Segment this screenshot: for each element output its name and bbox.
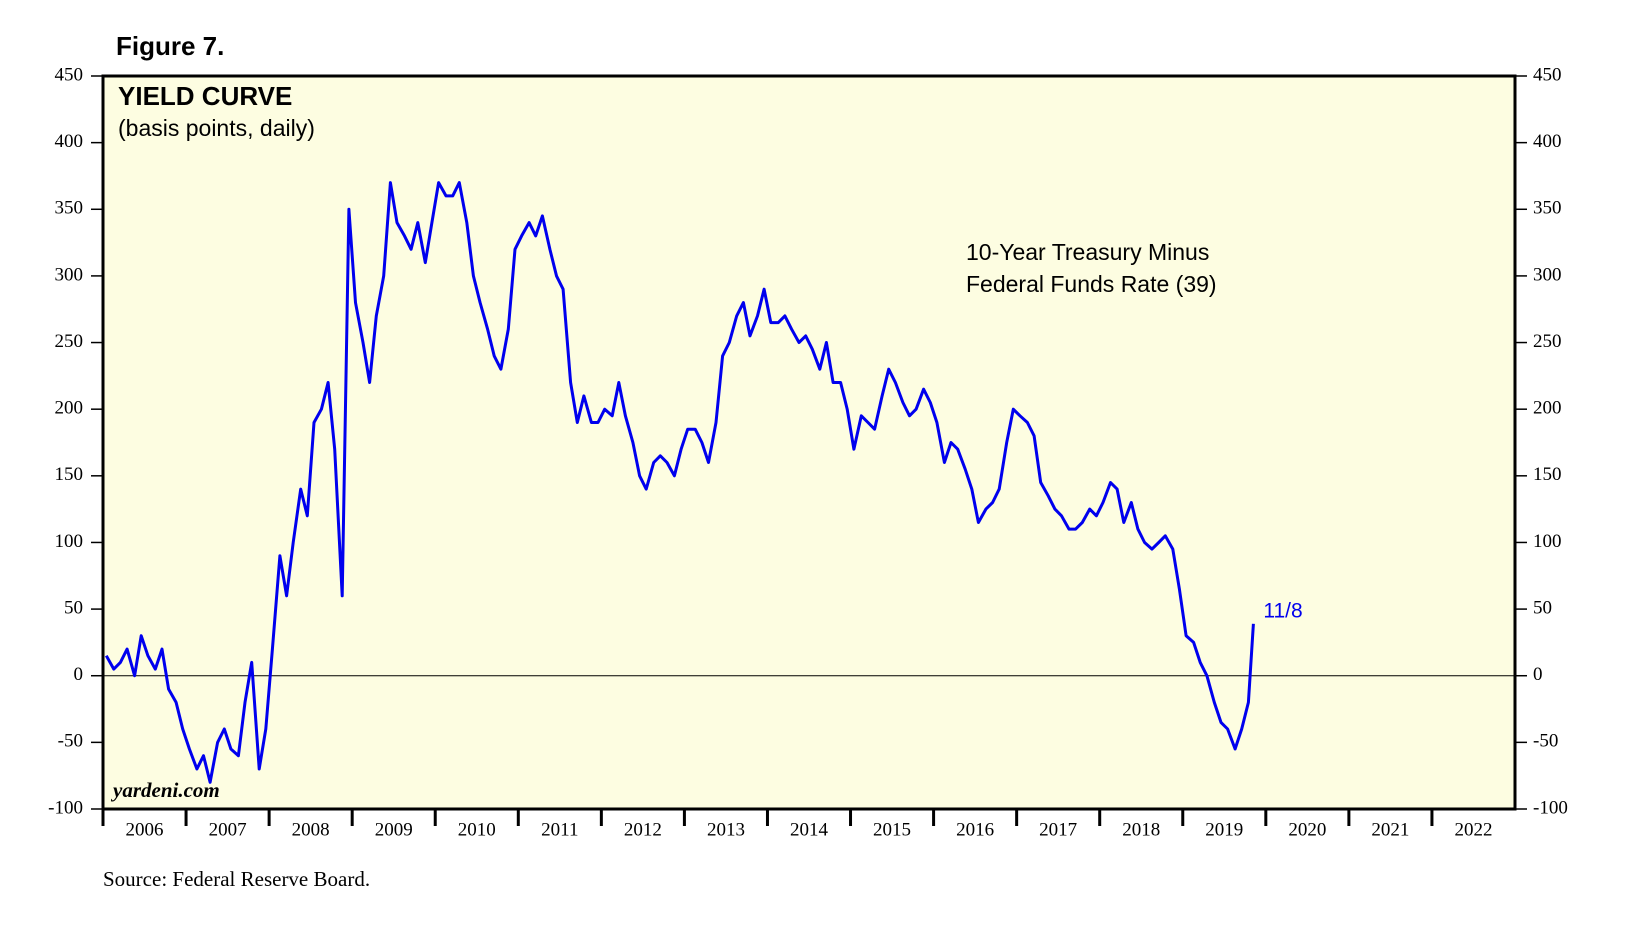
x-tick-label: 2013 [707, 819, 745, 840]
series-line [104, 181, 1255, 784]
y-tick-label: 200 [55, 398, 84, 419]
x-tick-label: 2007 [209, 819, 247, 840]
x-tick-label: 2012 [624, 819, 662, 840]
annotation: Federal Funds Rate (39) [966, 271, 1217, 297]
y-tick-label: 350 [55, 198, 84, 219]
x-tick-label: 2018 [1122, 819, 1160, 840]
y-tick-label: -100 [48, 797, 83, 818]
plot-background [103, 76, 1515, 809]
y2-tick-label: 350 [1533, 198, 1562, 219]
y2-tick-label: 450 [1533, 64, 1562, 85]
y-tick-label: 400 [55, 131, 84, 152]
y2-tick-label: 0 [1533, 664, 1543, 685]
y2-tick-label: -50 [1533, 731, 1558, 752]
y-tick-label: 300 [55, 264, 84, 285]
y-tick-label: 0 [74, 664, 84, 685]
chart-title: YIELD CURVE [118, 81, 292, 111]
x-tick-label: 2019 [1205, 819, 1243, 840]
y2-tick-label: 200 [1533, 398, 1562, 419]
y2-tick-label: -100 [1533, 797, 1568, 818]
y-tick-label: 150 [55, 464, 84, 485]
x-tick-label: 2017 [1039, 819, 1077, 840]
y2-tick-label: 250 [1533, 331, 1562, 352]
y-tick-label: 450 [55, 64, 84, 85]
plot-frame [101, 74, 1517, 811]
y2-tick-label: 300 [1533, 264, 1562, 285]
x-tick-label: 2020 [1288, 819, 1326, 840]
annotation: 10-Year Treasury Minus [966, 239, 1209, 265]
x-tick-label: 2006 [126, 819, 164, 840]
y2-tick-label: 400 [1533, 131, 1562, 152]
figure-label: Figure 7. [116, 31, 224, 61]
x-tick-label: 2011 [541, 819, 578, 840]
source-note: Source: Federal Reserve Board. [103, 867, 370, 891]
x-tick-label: 2015 [873, 819, 911, 840]
y2-tick-label: 50 [1533, 597, 1552, 618]
x-tick-label: 2014 [790, 819, 829, 840]
y2-tick-label: 150 [1533, 464, 1562, 485]
x-tick-label: 2009 [375, 819, 413, 840]
x-tick-label: 2022 [1454, 819, 1492, 840]
y-tick-label: -50 [58, 731, 83, 752]
y-tick-label: 50 [64, 597, 83, 618]
x-tick-label: 2016 [956, 819, 994, 840]
chart-subtitle: (basis points, daily) [118, 115, 315, 141]
x-tick-label: 2021 [1371, 819, 1409, 840]
x-tick-label: 2008 [292, 819, 330, 840]
x-tick-label: 2010 [458, 819, 496, 840]
y2-tick-label: 100 [1533, 531, 1562, 552]
end-label: 11/8 [1263, 599, 1302, 622]
y-tick-label: 250 [55, 331, 84, 352]
y-tick-label: 100 [55, 531, 84, 552]
watermark: yardeni.com [110, 778, 220, 802]
